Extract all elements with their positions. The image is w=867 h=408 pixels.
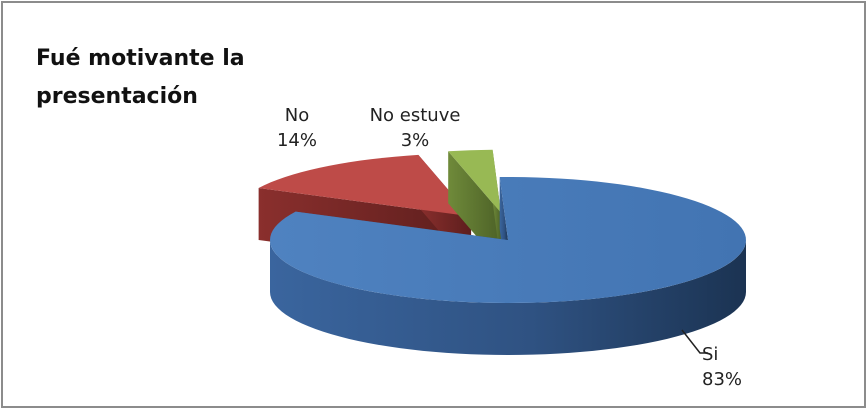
leader-line-si bbox=[681, 329, 708, 354]
data-label-si-value: 83% bbox=[702, 369, 743, 390]
data-label-no-estuve: No estuve 3% bbox=[360, 103, 470, 153]
data-label-no-value: 14% bbox=[276, 130, 317, 151]
slice-no-estuve-top bbox=[448, 149, 501, 213]
data-label-no: No 14% bbox=[266, 103, 328, 153]
slice-no-estuve bbox=[448, 149, 501, 265]
slice-no-estuve-wall bbox=[448, 151, 501, 265]
slice-si-side bbox=[270, 240, 746, 355]
chart-title: Fué motivante la presentación bbox=[36, 46, 245, 109]
slice-si-top bbox=[270, 177, 746, 303]
slice-no-top bbox=[258, 154, 472, 217]
slice-si bbox=[270, 177, 746, 355]
data-label-si: Si 83% bbox=[702, 342, 748, 392]
data-label-no-estuve-category: No estuve bbox=[369, 105, 461, 126]
data-label-no-category: No bbox=[284, 105, 310, 126]
data-label-no-estuve-value: 3% bbox=[400, 130, 430, 151]
data-label-si-category: Si bbox=[702, 344, 719, 365]
